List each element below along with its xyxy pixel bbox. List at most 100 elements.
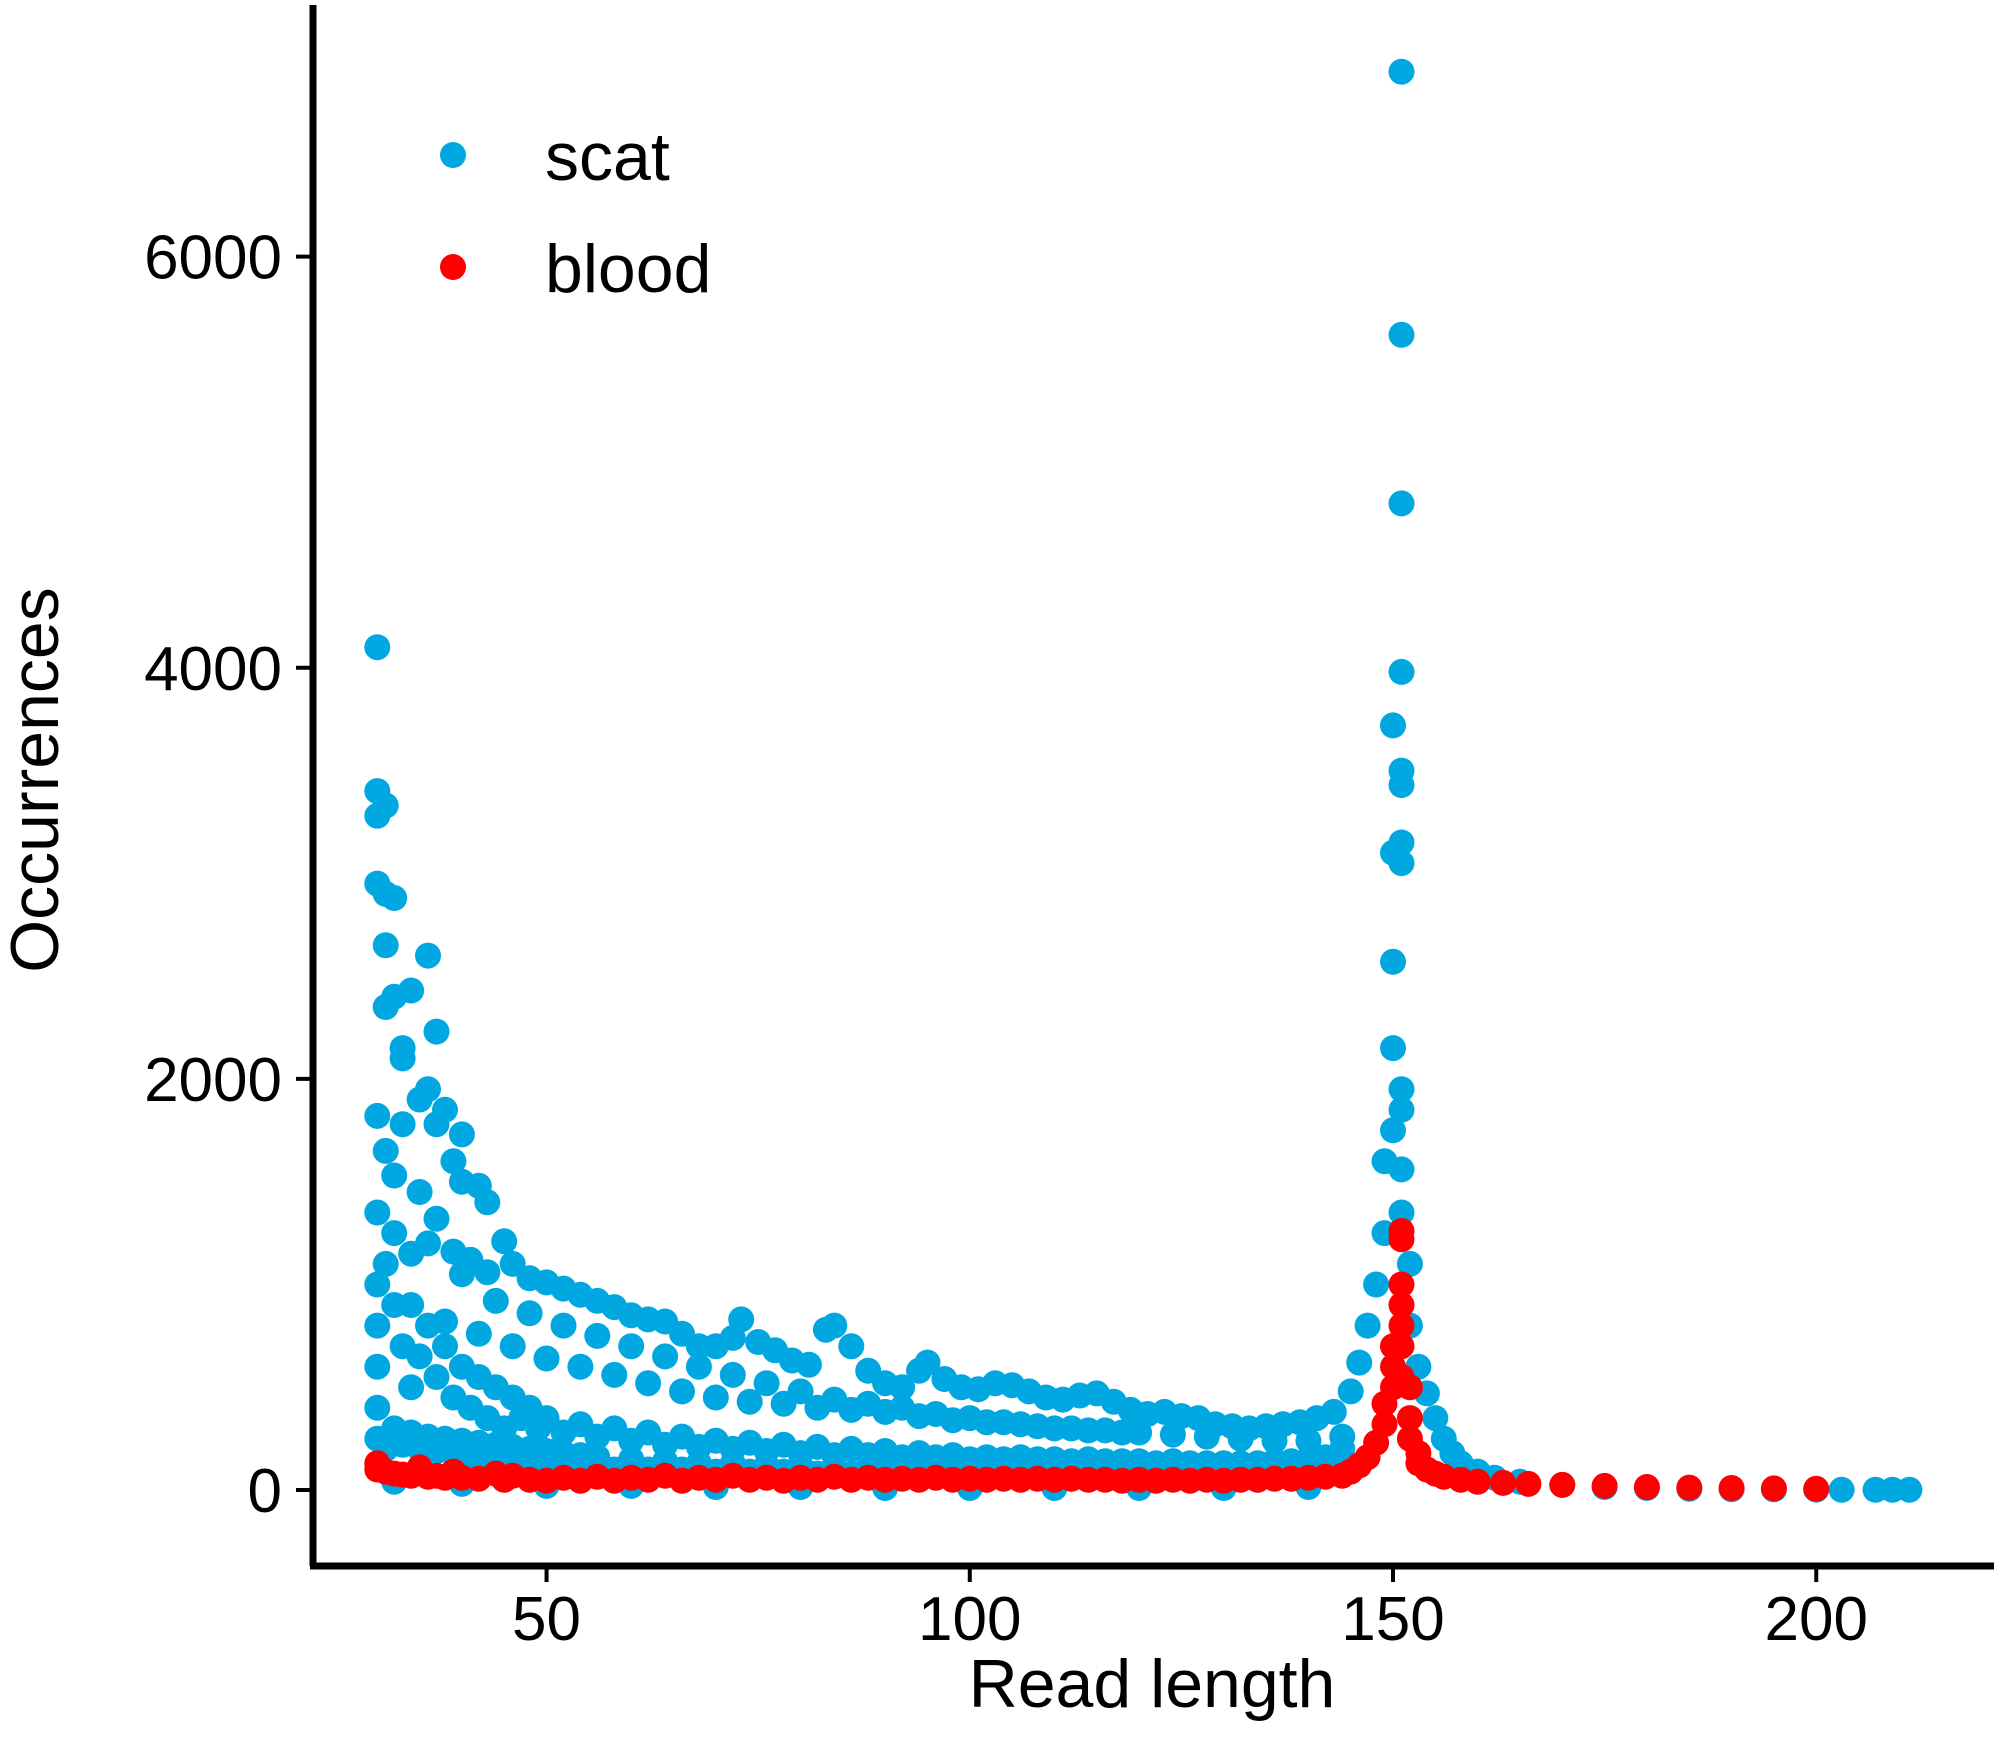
point-scat	[821, 1312, 848, 1339]
point-blood	[1591, 1472, 1618, 1499]
point-scat	[1193, 1423, 1220, 1450]
point-scat	[1380, 1035, 1406, 1062]
point-scat	[1261, 1427, 1288, 1454]
point-scat	[1363, 1271, 1390, 1298]
point-blood	[1549, 1471, 1576, 1498]
point-blood	[1676, 1474, 1703, 1501]
point-scat	[372, 1250, 399, 1277]
point-scat	[415, 1230, 441, 1257]
point-scat	[1828, 1476, 1855, 1503]
legend-marker-blood	[440, 254, 466, 280]
point-blood	[1388, 1292, 1415, 1318]
series-blood	[364, 1218, 1830, 1502]
point-scat	[499, 1333, 526, 1360]
point-blood	[1396, 1405, 1423, 1432]
point-scat	[406, 1086, 433, 1113]
point-scat	[635, 1370, 662, 1397]
point-scat	[1388, 658, 1415, 685]
point-scat	[838, 1333, 865, 1360]
point-scat	[415, 942, 441, 969]
point-scat	[381, 1292, 408, 1318]
point-scat	[389, 1045, 416, 1072]
point-scat	[1329, 1435, 1356, 1462]
point-scat	[1227, 1425, 1254, 1452]
point-scat	[584, 1322, 611, 1349]
y-axis-title: Occurrences	[0, 587, 73, 972]
point-scat	[601, 1361, 628, 1388]
point-blood	[1388, 1218, 1415, 1244]
x-tick-label: 100	[918, 1585, 1021, 1654]
y-tick-label: 4000	[144, 635, 282, 704]
point-scat	[364, 634, 391, 661]
point-blood	[1760, 1475, 1787, 1502]
point-scat	[1896, 1476, 1923, 1503]
point-scat	[550, 1312, 577, 1339]
point-scat	[448, 1168, 475, 1195]
point-scat	[423, 1364, 450, 1390]
point-scat	[415, 1312, 441, 1339]
point-scat	[939, 1407, 966, 1434]
point-scat	[364, 1199, 391, 1226]
point-scat	[533, 1345, 560, 1372]
point-scat	[567, 1353, 594, 1380]
point-scat	[1388, 1156, 1415, 1183]
legend-label-scat: scat	[545, 119, 670, 195]
point-blood	[1803, 1475, 1830, 1502]
point-scat	[804, 1394, 831, 1421]
legend: scat blood	[440, 119, 711, 307]
point-scat	[372, 792, 399, 819]
point-scat	[973, 1409, 1000, 1436]
point-scat	[1380, 712, 1406, 739]
point-scat	[838, 1396, 865, 1423]
point-scat	[398, 977, 425, 1004]
point-scat	[1320, 1398, 1347, 1425]
point-scat	[914, 1349, 941, 1376]
y-tick-label: 0	[248, 1457, 282, 1526]
point-scat	[1354, 1312, 1381, 1339]
point-blood	[1718, 1475, 1745, 1501]
point-scat	[406, 1343, 433, 1370]
point-scat	[474, 1189, 501, 1216]
x-tick-label: 200	[1765, 1585, 1868, 1654]
point-scat	[1388, 829, 1415, 856]
point-scat	[1380, 1117, 1406, 1144]
point-scat	[1388, 1199, 1415, 1226]
point-scat	[381, 885, 408, 911]
point-scat	[364, 1353, 391, 1380]
point-blood	[1388, 1312, 1415, 1339]
point-scat	[364, 1102, 391, 1129]
point-scat	[702, 1384, 729, 1411]
point-scat	[398, 1374, 425, 1401]
point-scat	[889, 1374, 916, 1401]
legend-marker-scat	[440, 142, 466, 168]
point-scat	[1422, 1405, 1449, 1432]
point-scat	[406, 1179, 433, 1205]
point-scat	[381, 1162, 408, 1189]
x-tick-label: 50	[512, 1585, 581, 1654]
point-scat	[440, 1148, 467, 1175]
point-scat	[533, 1405, 560, 1432]
point-scat	[381, 1220, 408, 1247]
point-scat	[669, 1378, 695, 1405]
point-scat	[1388, 1076, 1415, 1103]
point-scat	[618, 1333, 645, 1360]
point-scat	[770, 1390, 797, 1417]
x-axis-title: Read length	[969, 1646, 1336, 1722]
point-blood	[1371, 1411, 1398, 1438]
point-scat	[474, 1259, 501, 1286]
point-scat	[685, 1353, 712, 1380]
point-scat	[364, 1312, 391, 1339]
point-scat	[795, 1351, 822, 1378]
point-scat	[753, 1370, 780, 1397]
point-blood	[1464, 1468, 1491, 1495]
point-scat	[465, 1320, 492, 1347]
point-scat	[1388, 772, 1415, 798]
point-scat	[728, 1306, 755, 1333]
point-blood	[1633, 1474, 1660, 1500]
point-scat	[499, 1250, 526, 1277]
point-scat	[652, 1343, 679, 1370]
point-scat	[1388, 321, 1415, 348]
point-scat	[448, 1261, 475, 1288]
y-tick-label: 6000	[144, 224, 282, 293]
point-scat	[1396, 1250, 1423, 1277]
